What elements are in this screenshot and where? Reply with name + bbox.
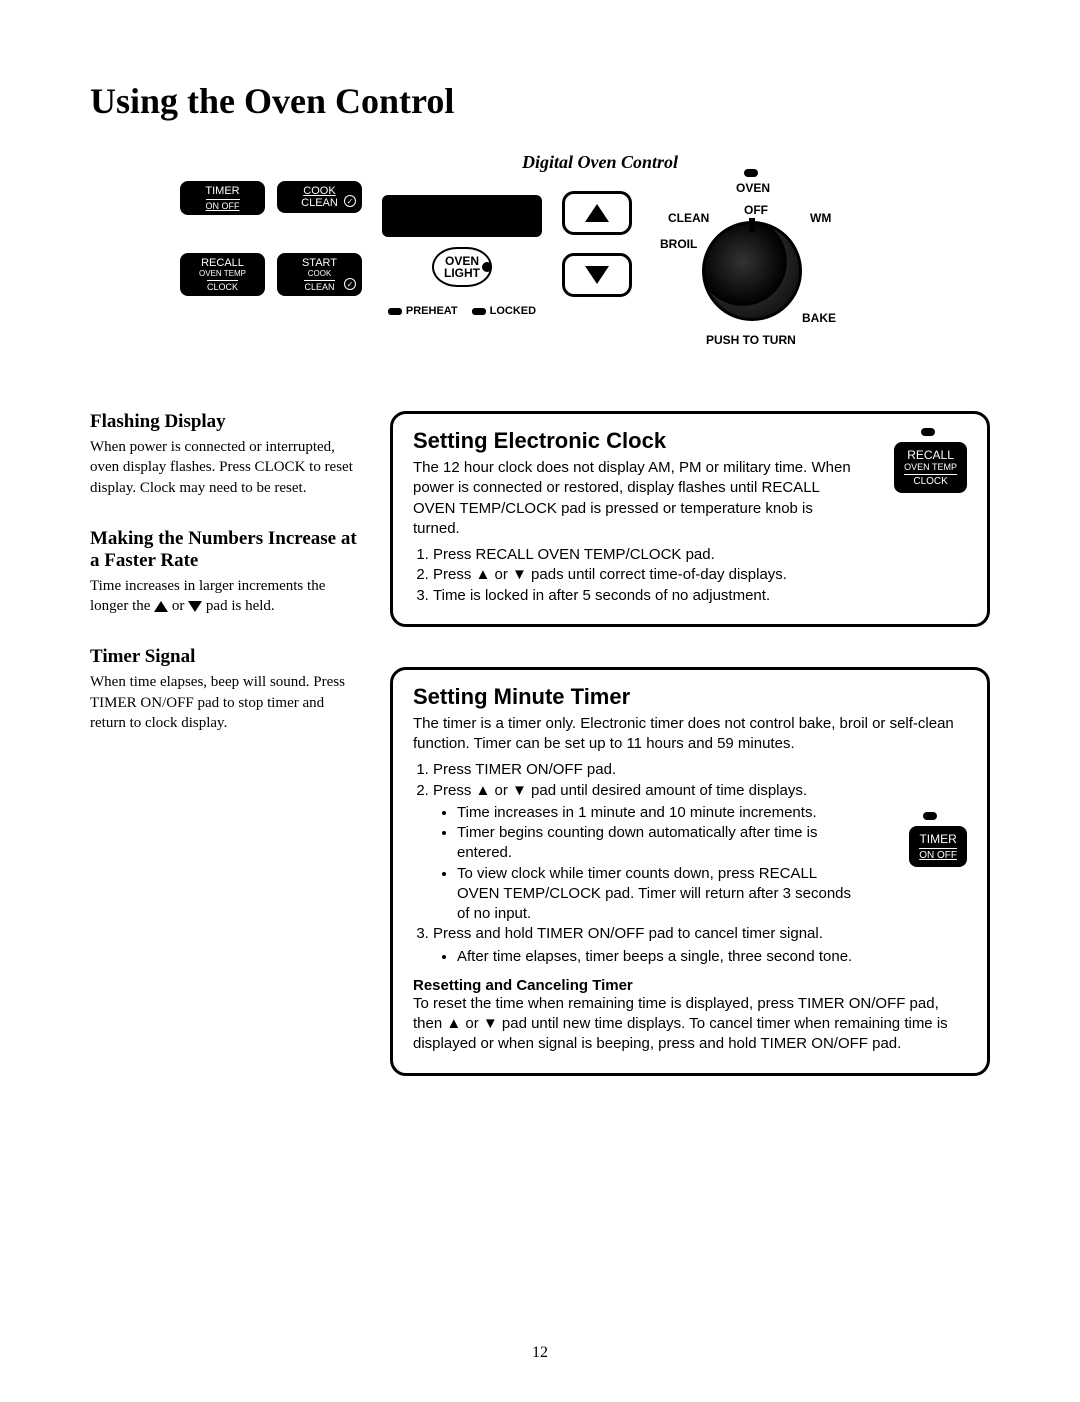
recall-float-l3: CLOCK [904, 474, 957, 487]
display-column: OVENLIGHT PREHEAT LOCKED [382, 181, 542, 317]
reset-body: To reset the time when remaining time is… [413, 994, 967, 1055]
timer-step-3-text: Press and hold TIMER ON/OFF pad to cance… [433, 925, 823, 942]
faster-title: Making the Numbers Increase at a Faster … [90, 528, 360, 572]
faster-body: Time increases in larger increments the … [90, 576, 360, 617]
faster-mid: or [172, 598, 188, 614]
flashing-body: When power is connected or interrupted, … [90, 437, 360, 498]
start-indicator-icon: ✓ [344, 278, 356, 290]
faster-post: pad is held. [206, 598, 275, 614]
control-caption: Digital Oven Control [210, 152, 990, 173]
timer-s2-b2: Timer begins counting down automatically… [457, 823, 857, 864]
recall-pad-l2: OVEN TEMP [199, 269, 246, 278]
triangle-up-icon [585, 204, 609, 222]
cook-pad-l1: COOK [303, 185, 335, 197]
oven-light-dot-icon [482, 262, 492, 272]
up-arrow-button[interactable] [562, 191, 632, 235]
knob-off-label: OFF [744, 203, 768, 217]
recall-pad[interactable]: RECALL OVEN TEMP CLOCK [180, 253, 265, 296]
right-column: RECALL OVEN TEMP CLOCK Setting Electroni… [390, 411, 990, 1076]
knob-broil-label: BROIL [660, 237, 697, 251]
timer-box: TIMER ON OFF Setting Minute Timer The ti… [390, 667, 990, 1076]
clock-box-intro: The 12 hour clock does not display AM, P… [413, 458, 967, 539]
timer-step-2: Press ▲ or ▼ pad until desired amount of… [433, 781, 967, 925]
oven-led-icon [744, 169, 758, 177]
timer-s3-b1: After time elapses, timer beeps a single… [457, 947, 967, 967]
timer-pad-l2: ON OFF [206, 199, 240, 211]
knob-clean-label: CLEAN [668, 211, 709, 225]
clock-step-1: Press RECALL OVEN TEMP/CLOCK pad. [433, 545, 967, 565]
cook-led [314, 169, 326, 175]
preheat-label: PREHEAT [388, 305, 458, 317]
recall-pad-l3: CLOCK [207, 280, 238, 292]
recall-pad-l1: RECALL [201, 257, 244, 269]
digital-display [382, 195, 542, 237]
timer-signal-section: Timer Signal When time elapses, beep wil… [90, 646, 360, 733]
clock-box-steps: Press RECALL OVEN TEMP/CLOCK pad. Press … [433, 545, 967, 606]
timer-box-steps: Press TIMER ON/OFF pad. Press ▲ or ▼ pad… [433, 760, 967, 967]
knob-push-label: PUSH TO TURN [706, 333, 796, 347]
triangle-down-icon [188, 601, 202, 612]
timer-box-title: Setting Minute Timer [413, 684, 967, 710]
start-pad-l2: COOK [308, 269, 332, 278]
knob-bake-label: BAKE [802, 311, 836, 325]
temperature-knob-area: OVEN CLEAN OFF WM BROIL BAKE PUSH TO TUR… [652, 181, 842, 361]
faster-rate-section: Making the Numbers Increase at a Faster … [90, 528, 360, 617]
recall-float-pad: RECALL OVEN TEMP CLOCK [894, 442, 967, 493]
start-pad-l1: START [302, 257, 337, 269]
control-panel: TIMER ON OFF COOK CLEAN ✓ RECALL OVEN TE… [90, 181, 990, 361]
flashing-title: Flashing Display [90, 411, 360, 433]
recall-float-l2: OVEN TEMP [904, 462, 957, 472]
reset-title: Resetting and Canceling Timer [413, 977, 967, 994]
signal-body: When time elapses, beep will sound. Pres… [90, 672, 360, 733]
clock-step-3: Time is locked in after 5 seconds of no … [433, 586, 967, 606]
locked-label: LOCKED [472, 305, 536, 317]
start-pad[interactable]: START COOK CLEAN ✓ [277, 253, 362, 296]
timer-step-2-text: Press ▲ or ▼ pad until desired amount of… [433, 782, 807, 799]
knob-wm-label: WM [810, 211, 831, 225]
clock-box-title: Setting Electronic Clock [413, 428, 967, 454]
indicator-labels: PREHEAT LOCKED [388, 305, 536, 317]
recall-led [217, 241, 229, 247]
pad-grid: TIMER ON OFF COOK CLEAN ✓ RECALL OVEN TE… [180, 181, 362, 313]
down-arrow-button[interactable] [562, 253, 632, 297]
left-column: Flashing Display When power is connected… [90, 411, 360, 1076]
page-number: 12 [532, 1344, 548, 1362]
cook-pad-l2: CLEAN [301, 197, 338, 209]
signal-title: Timer Signal [90, 646, 360, 668]
timer-float-led [923, 812, 937, 820]
flashing-display-section: Flashing Display When power is connected… [90, 411, 360, 498]
arrow-buttons [562, 191, 632, 297]
cook-clean-pad[interactable]: COOK CLEAN ✓ [277, 181, 362, 213]
timer-float-l1: TIMER [919, 832, 957, 846]
triangle-down-icon [585, 266, 609, 284]
recall-float-l1: RECALL [904, 448, 957, 462]
timer-s2-b3: To view clock while timer counts down, p… [457, 864, 857, 925]
temperature-knob[interactable] [702, 221, 802, 321]
timer-box-intro: The timer is a timer only. Electronic ti… [413, 714, 967, 755]
clock-step-2: Press ▲ or ▼ pads until correct time-of-… [433, 565, 967, 585]
start-led [314, 241, 326, 247]
knob-oven-label: OVEN [736, 181, 770, 195]
recall-float-led [921, 428, 935, 436]
timer-led [217, 169, 229, 175]
timer-step-1: Press TIMER ON/OFF pad. [433, 760, 967, 780]
content-row: Flashing Display When power is connected… [90, 411, 990, 1076]
timer-step-3: Press and hold TIMER ON/OFF pad to cance… [433, 924, 967, 967]
oven-light-button[interactable]: OVENLIGHT [432, 247, 492, 287]
timer-pad-l1: TIMER [205, 185, 239, 197]
clock-box: RECALL OVEN TEMP CLOCK Setting Electroni… [390, 411, 990, 627]
page-title: Using the Oven Control [90, 80, 990, 122]
triangle-up-icon [154, 601, 168, 612]
timer-s2-b1: Time increases in 1 minute and 10 minute… [457, 803, 857, 823]
timer-pad[interactable]: TIMER ON OFF [180, 181, 265, 215]
timer-float-pad: TIMER ON OFF [909, 826, 967, 867]
cook-indicator-icon: ✓ [344, 195, 356, 207]
timer-float-l2: ON OFF [919, 848, 957, 861]
start-pad-l3: CLEAN [304, 280, 334, 292]
